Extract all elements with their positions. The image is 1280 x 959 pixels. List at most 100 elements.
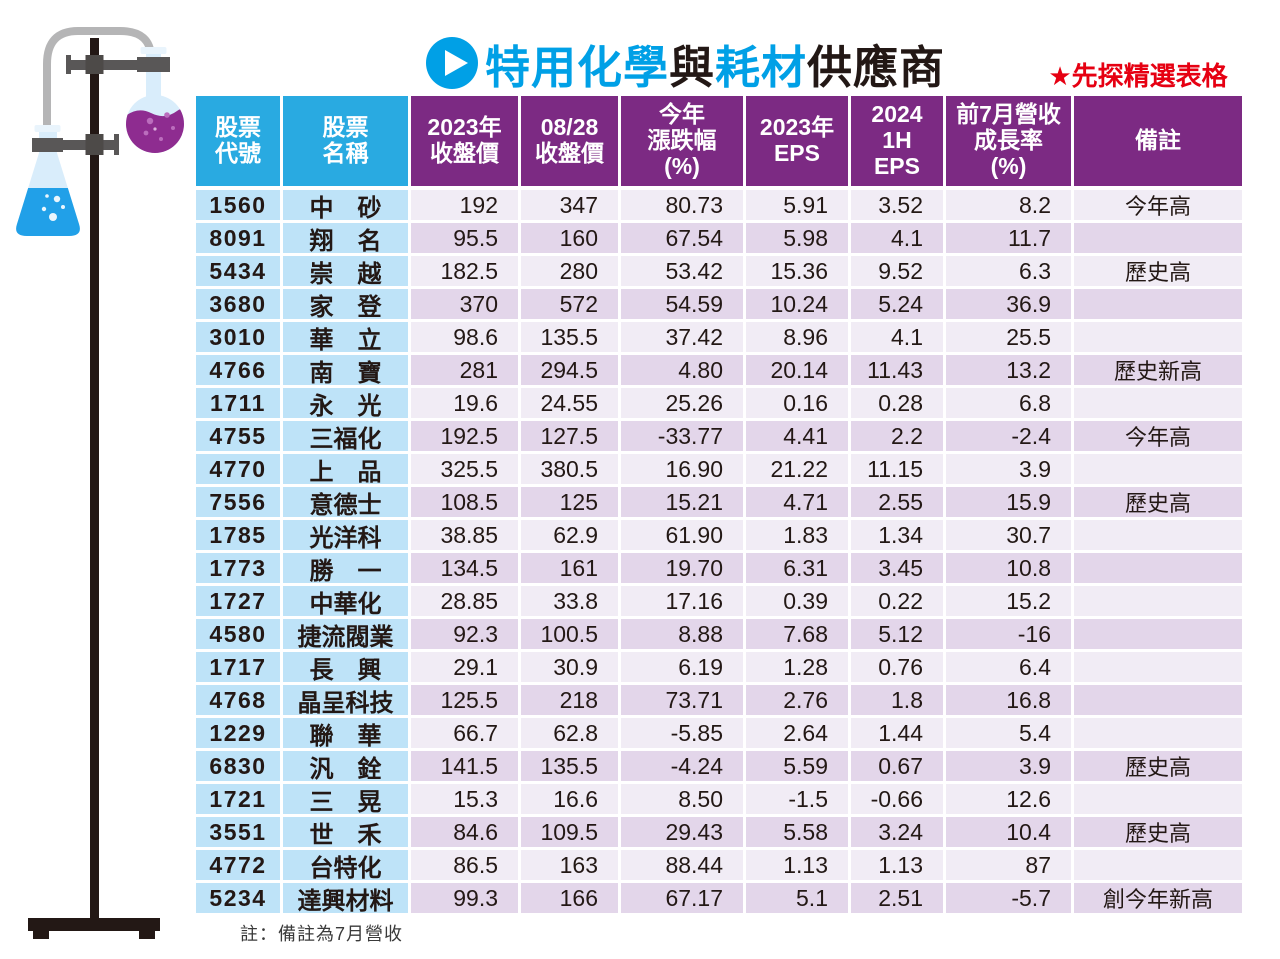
row-3-eps-2024-1h: 9.52 <box>851 256 946 289</box>
row-2-rev-growth: 11.7 <box>946 223 1074 256</box>
row-18-note: 歷史高 <box>1074 751 1242 784</box>
row-17-eps-2023: 2.64 <box>746 718 851 751</box>
row-4-rev-growth: 36.9 <box>946 289 1074 322</box>
row-19-eps-2023: -1.5 <box>746 784 851 817</box>
row-16-note <box>1074 685 1242 718</box>
row-4-eps-2023: 10.24 <box>746 289 851 322</box>
row-14-rev-growth: -16 <box>946 619 1074 652</box>
row-21-close-0828: 163 <box>521 850 621 883</box>
row-16-stock-code: 4768 <box>196 685 283 718</box>
row-8-eps-2024-1h: 2.2 <box>851 421 946 454</box>
row-20-note: 歷史高 <box>1074 817 1242 850</box>
row-7-close-2023: 19.6 <box>411 388 521 421</box>
row-7-stock-code: 1711 <box>196 388 283 421</box>
row-3-eps-2023: 15.36 <box>746 256 851 289</box>
row-12-stock-name: 勝 一 <box>283 553 411 586</box>
col-header-stock-name: 股票 名稱 <box>283 96 411 190</box>
row-9-eps-2024-1h: 11.15 <box>851 454 946 487</box>
row-13-close-2023: 28.85 <box>411 586 521 619</box>
row-12-close-0828: 161 <box>521 553 621 586</box>
row-8-note: 今年高 <box>1074 421 1242 454</box>
row-9-stock-name: 上 品 <box>283 454 411 487</box>
row-14-eps-2023: 7.68 <box>746 619 851 652</box>
row-2-close-0828: 160 <box>521 223 621 256</box>
row-15-close-2023: 29.1 <box>411 652 521 685</box>
row-18-eps-2024-1h: 0.67 <box>851 751 946 784</box>
row-11-stock-name: 光洋科 <box>283 520 411 553</box>
row-10-note: 歷史高 <box>1074 487 1242 520</box>
row-17-stock-code: 1229 <box>196 718 283 751</box>
row-16-stock-name: 晶呈科技 <box>283 685 411 718</box>
row-6-stock-code: 4766 <box>196 355 283 388</box>
row-5-eps-2024-1h: 4.1 <box>851 322 946 355</box>
row-11-eps-2024-1h: 1.34 <box>851 520 946 553</box>
row-1-close-2023: 192 <box>411 190 521 223</box>
row-10-close-2023: 108.5 <box>411 487 521 520</box>
row-6-stock-name: 南 寶 <box>283 355 411 388</box>
row-10-eps-2023: 4.71 <box>746 487 851 520</box>
row-15-close-0828: 30.9 <box>521 652 621 685</box>
row-5-note <box>1074 322 1242 355</box>
row-13-rev-growth: 15.2 <box>946 586 1074 619</box>
row-5-close-0828: 135.5 <box>521 322 621 355</box>
row-14-stock-name: 捷流閥業 <box>283 619 411 652</box>
row-21-stock-name: 台特化 <box>283 850 411 883</box>
col-header-close-0828: 08/28 收盤價 <box>521 96 621 190</box>
row-14-stock-code: 4580 <box>196 619 283 652</box>
row-12-eps-2024-1h: 3.45 <box>851 553 946 586</box>
round-flask-icon <box>126 47 184 153</box>
middle-clamp-icon <box>32 134 119 155</box>
row-9-stock-code: 4770 <box>196 454 283 487</box>
row-9-eps-2023: 21.22 <box>746 454 851 487</box>
row-19-rev-growth: 12.6 <box>946 784 1074 817</box>
title-segment: 耗材 <box>715 41 808 93</box>
row-4-eps-2024-1h: 5.24 <box>851 289 946 322</box>
row-13-stock-name: 中華化 <box>283 586 411 619</box>
row-21-close-2023: 86.5 <box>411 850 521 883</box>
row-22-ytd-change: 67.17 <box>621 883 746 916</box>
row-6-eps-2024-1h: 11.43 <box>851 355 946 388</box>
row-5-close-2023: 98.6 <box>411 322 521 355</box>
row-2-ytd-change: 67.54 <box>621 223 746 256</box>
row-17-close-2023: 66.7 <box>411 718 521 751</box>
row-8-stock-code: 4755 <box>196 421 283 454</box>
row-7-close-0828: 24.55 <box>521 388 621 421</box>
row-7-ytd-change: 25.26 <box>621 388 746 421</box>
row-17-ytd-change: -5.85 <box>621 718 746 751</box>
row-13-note <box>1074 586 1242 619</box>
row-18-rev-growth: 3.9 <box>946 751 1074 784</box>
row-7-rev-growth: 6.8 <box>946 388 1074 421</box>
row-3-ytd-change: 53.42 <box>621 256 746 289</box>
row-15-stock-code: 1717 <box>196 652 283 685</box>
row-3-close-0828: 280 <box>521 256 621 289</box>
row-15-ytd-change: 6.19 <box>621 652 746 685</box>
row-11-rev-growth: 30.7 <box>946 520 1074 553</box>
row-14-ytd-change: 8.88 <box>621 619 746 652</box>
row-10-close-0828: 125 <box>521 487 621 520</box>
row-19-close-0828: 16.6 <box>521 784 621 817</box>
row-8-ytd-change: -33.77 <box>621 421 746 454</box>
row-11-close-2023: 38.85 <box>411 520 521 553</box>
row-4-ytd-change: 54.59 <box>621 289 746 322</box>
row-19-stock-code: 1721 <box>196 784 283 817</box>
row-11-close-0828: 62.9 <box>521 520 621 553</box>
row-1-stock-code: 1560 <box>196 190 283 223</box>
col-header-close-2023: 2023年 收盤價 <box>411 96 521 190</box>
footnote: 註：備註為7月營收 <box>240 924 404 944</box>
row-8-close-0828: 127.5 <box>521 421 621 454</box>
row-6-rev-growth: 13.2 <box>946 355 1074 388</box>
row-16-close-0828: 218 <box>521 685 621 718</box>
row-8-close-2023: 192.5 <box>411 421 521 454</box>
row-4-stock-code: 3680 <box>196 289 283 322</box>
row-12-eps-2023: 6.31 <box>746 553 851 586</box>
row-13-close-0828: 33.8 <box>521 586 621 619</box>
row-12-stock-code: 1773 <box>196 553 283 586</box>
stock-table: 股票 代號 股票 名稱 2023年 收盤價 08/28 收盤價 今年 漲跌幅 (%) 20… <box>196 96 1242 916</box>
row-20-close-0828: 109.5 <box>521 817 621 850</box>
row-22-eps-2024-1h: 2.51 <box>851 883 946 916</box>
row-22-eps-2023: 5.1 <box>746 883 851 916</box>
row-11-stock-code: 1785 <box>196 520 283 553</box>
row-18-close-0828: 135.5 <box>521 751 621 784</box>
row-13-ytd-change: 17.16 <box>621 586 746 619</box>
